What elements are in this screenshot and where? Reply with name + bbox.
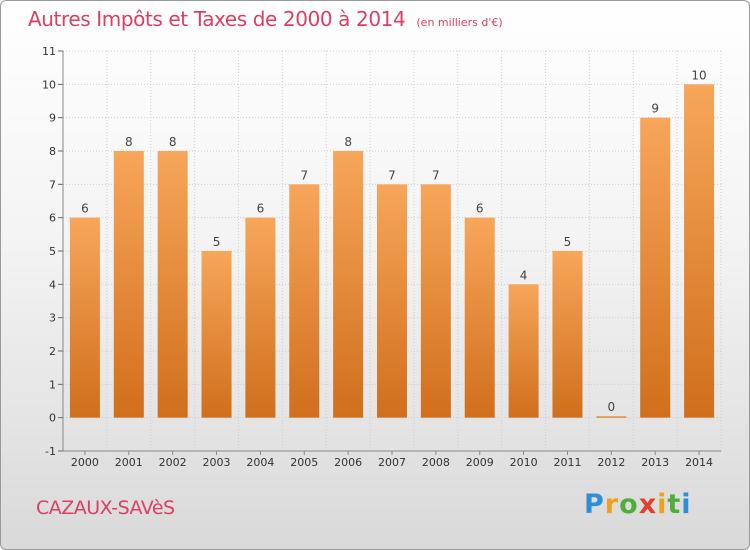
logo-letter: i	[657, 489, 668, 520]
bar	[596, 416, 627, 418]
bar	[420, 184, 451, 418]
y-tick-label: 11	[42, 45, 56, 58]
bar	[157, 151, 188, 418]
data-label: 4	[520, 268, 528, 282]
y-tick-label: 6	[49, 212, 56, 225]
data-label: 8	[344, 135, 352, 149]
data-label: 6	[257, 202, 265, 216]
bar	[552, 251, 583, 418]
y-tick-label: 8	[49, 145, 56, 158]
x-tick-label: 2000	[71, 456, 99, 469]
tick-labels: -1 0 1 2 3 4 5 6 7 8 9 10 11 2000 2001 2002 2003 2004 2005…	[42, 45, 713, 469]
x-tick-label: 2014	[685, 456, 713, 469]
bar	[508, 284, 539, 418]
x-tick-label: 2004	[246, 456, 274, 469]
bar	[464, 217, 495, 418]
data-label: 6	[81, 202, 89, 216]
x-tick-label: 2010	[510, 456, 538, 469]
data-label: 8	[169, 135, 177, 149]
y-tick-label: 7	[49, 178, 56, 191]
x-tick-label: 2007	[378, 456, 406, 469]
bar	[201, 251, 232, 418]
y-tick-label: 4	[49, 278, 56, 291]
y-tick-label: 9	[49, 112, 56, 125]
data-label: 7	[432, 168, 440, 182]
x-tick-label: 2009	[466, 456, 494, 469]
data-label: 6	[476, 202, 484, 216]
bar	[113, 151, 144, 418]
y-tick-label: 5	[49, 245, 56, 258]
proxiti-logo[interactable]: Proxiti	[584, 489, 692, 520]
x-tick-label: 2006	[334, 456, 362, 469]
y-tick-label: 1	[49, 378, 56, 391]
y-tick-label: 3	[49, 312, 56, 325]
data-label: 5	[213, 235, 221, 249]
chart-unit: (en milliers d'€)	[416, 16, 503, 29]
y-tick-label: -1	[45, 445, 56, 458]
bar	[69, 217, 100, 418]
x-tick-label: 2013	[641, 456, 669, 469]
data-labels: 6 8 8 5 6 7 8 7 7 6 4 5 0 9 10	[81, 68, 707, 414]
data-label: 7	[388, 168, 396, 182]
chart-title: Autres Impôts et Taxes de 2000 à 2014 (e…	[28, 7, 503, 31]
axes	[58, 50, 721, 455]
bar	[333, 151, 364, 418]
x-tick-label: 2012	[597, 456, 625, 469]
data-label: 9	[651, 102, 659, 116]
logo-letter: o	[619, 489, 639, 520]
bar	[684, 84, 715, 418]
bar	[377, 184, 407, 418]
data-label: 5	[564, 235, 572, 249]
logo-letter: r	[604, 489, 620, 520]
x-tick-label: 2011	[553, 456, 581, 469]
city-name: CAZAUX-SAVèS	[36, 497, 175, 519]
logo-letter: i	[681, 489, 692, 520]
y-tick-label: 10	[42, 78, 56, 91]
bar	[640, 117, 671, 418]
x-tick-label: 2008	[422, 456, 450, 469]
bar	[245, 217, 276, 418]
x-tick-label: 2003	[203, 456, 231, 469]
logo-letter: t	[667, 489, 682, 520]
chart-title-text: Autres Impôts et Taxes de 2000 à 2014	[28, 7, 406, 31]
data-label: 0	[608, 400, 616, 414]
y-tick-label: 2	[49, 345, 56, 358]
bar	[289, 184, 320, 418]
bars	[69, 84, 715, 418]
logo-letter: x	[638, 489, 658, 520]
data-label: 7	[300, 168, 308, 182]
y-tick-label: 0	[49, 412, 56, 425]
logo-letter: P	[584, 489, 605, 520]
data-label: 10	[691, 68, 706, 82]
data-label: 8	[125, 135, 133, 149]
x-tick-label: 2001	[115, 456, 143, 469]
x-tick-label: 2002	[159, 456, 187, 469]
x-tick-label: 2005	[290, 456, 318, 469]
